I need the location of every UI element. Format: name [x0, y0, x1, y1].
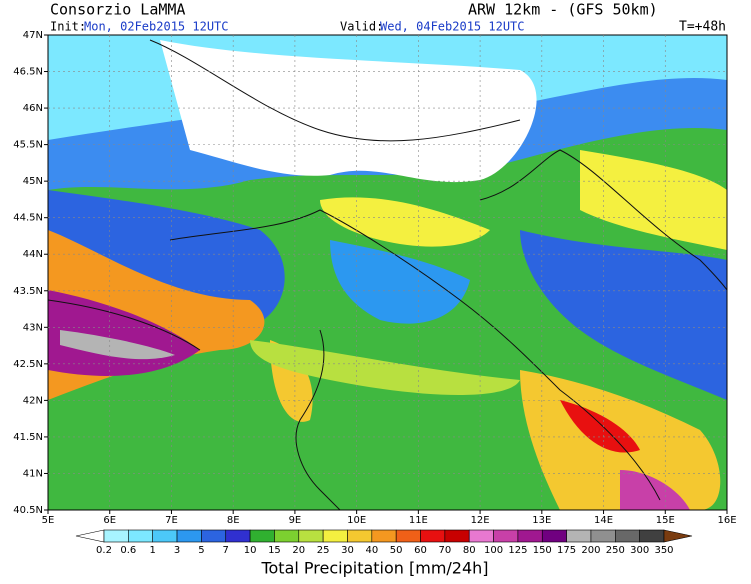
colorbar-box [420, 529, 446, 543]
colorbar-box [566, 529, 592, 543]
lat-label: 45N [23, 176, 43, 187]
colorbar-label: 150 [533, 545, 552, 556]
model: ARW 12km - (GFS 50km) [468, 1, 658, 19]
colorbar-title: Total Precipitation [mm/24h] [260, 559, 488, 578]
colorbar-box [249, 529, 275, 543]
colorbar-box [298, 529, 324, 543]
colorbar-box [371, 529, 397, 543]
colorbar-box [201, 529, 227, 543]
colorbar-label: 40 [365, 545, 378, 556]
colorbar-box [274, 529, 300, 543]
lon-label: 8E [227, 515, 240, 526]
lon-label: 10E [347, 515, 366, 526]
colorbar-box [444, 529, 470, 543]
init-label: Init: [50, 20, 86, 34]
lat-label: 46N [23, 103, 43, 114]
lon-label: 14E [594, 515, 613, 526]
colorbar-label: 1 [150, 545, 156, 556]
colorbar-box [128, 529, 153, 543]
lat-label: 41N [23, 468, 43, 479]
colorbar-end [75, 529, 105, 543]
plot-frame [47, 34, 728, 511]
colorbar-label: 200 [581, 545, 600, 556]
colorbar-label: 5 [198, 545, 204, 556]
colorbar-label: 80 [463, 545, 476, 556]
colorbar-box [517, 529, 543, 543]
title: Consorzio LaMMA [50, 1, 185, 19]
colorbar-box [615, 529, 640, 543]
lon-label: 12E [471, 515, 490, 526]
lat-label: 43N [23, 322, 43, 333]
lat-label: 42.5N [13, 359, 43, 370]
colorbar-label: 300 [630, 545, 649, 556]
init-time: Mon, 02Feb2015 12UTC [84, 20, 229, 34]
colorbar-label: 350 [654, 545, 673, 556]
lon-label: 13E [532, 515, 551, 526]
coastlines [48, 39, 727, 510]
colorbar-box [395, 529, 421, 543]
lon-label: 15E [656, 515, 675, 526]
colorbar-label: 50 [390, 545, 403, 556]
lat-label: 45.5N [13, 140, 43, 151]
lon-label: 11E [409, 515, 428, 526]
colorbar-label: 125 [508, 545, 527, 556]
lead-time: T=+48h [679, 20, 726, 35]
precip-field [48, 35, 727, 510]
lat-label: 40.5N [13, 505, 43, 516]
colorbar-label: 7 [223, 545, 229, 556]
colorbar-box [590, 529, 616, 543]
lon-label: 16E [717, 515, 736, 526]
colorbar-box [152, 529, 178, 543]
lon-label: 7E [165, 515, 178, 526]
valid-time: Wed, 04Feb2015 12UTC [380, 20, 525, 34]
lat-label: 43.5N [13, 286, 43, 297]
valid-label: Valid: [340, 20, 383, 34]
colorbar-box [225, 529, 251, 543]
colorbar-label: 15 [268, 545, 281, 556]
colorbar-label: 175 [557, 545, 576, 556]
colorbar-label: 3 [174, 545, 180, 556]
colorbar-box [176, 529, 202, 543]
lon-label: 9E [289, 515, 302, 526]
lat-label: 44N [23, 249, 43, 260]
colorbar-label: 25 [317, 545, 330, 556]
colorbar-label: 10 [244, 545, 257, 556]
colorbar-label: 20 [292, 545, 305, 556]
colorbar-end [663, 529, 693, 543]
colorbar-box [468, 529, 494, 543]
colorbar-label: 250 [606, 545, 625, 556]
colorbar-box [541, 529, 567, 543]
lat-label: 44.5N [13, 213, 43, 224]
colorbar-label: 0.2 [96, 545, 112, 556]
lon-label: 6E [103, 515, 116, 526]
lat-label: 42N [23, 395, 43, 406]
colorbar-label: 30 [341, 545, 354, 556]
colorbar-label: 70 [439, 545, 452, 556]
colorbar-box [103, 529, 129, 543]
colorbar-label: 0.6 [120, 545, 136, 556]
colorbar-box [322, 529, 348, 543]
colorbar-label: 60 [414, 545, 427, 556]
colorbar-box [347, 529, 373, 543]
colorbar-box [639, 529, 665, 543]
lon-label: 5E [42, 515, 55, 526]
lat-label: 41.5N [13, 432, 43, 443]
colorbar-label: 100 [484, 545, 503, 556]
lat-label: 47N [23, 30, 43, 41]
lat-label: 46.5N [13, 67, 43, 78]
colorbar-box [493, 529, 519, 543]
